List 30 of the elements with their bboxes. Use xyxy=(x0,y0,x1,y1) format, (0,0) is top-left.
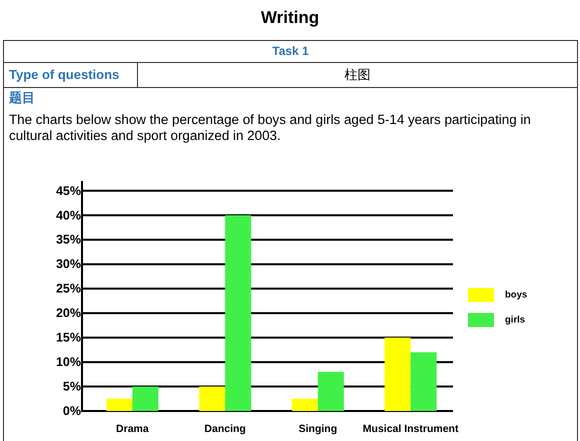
legend-label: girls xyxy=(505,314,526,326)
y-tick-label: 25% xyxy=(56,282,81,296)
x-tick-label: Musical Instrument xyxy=(362,423,459,435)
bar xyxy=(292,398,318,411)
text: The charts below show the percentage of boys and girls aged 5-14 years participating in cultural activities and sport organized in 2003. xyxy=(9,112,532,145)
y-tick-label: 10% xyxy=(56,355,81,370)
bar xyxy=(384,338,411,411)
x-tick-label: Dancing xyxy=(204,423,246,435)
bar xyxy=(199,386,226,411)
x-tick-label: Singing xyxy=(298,423,338,435)
text: 题目 xyxy=(9,89,36,107)
y-tick-label: 40% xyxy=(56,208,81,222)
y-tick-label: 20% xyxy=(56,306,81,320)
bar xyxy=(318,372,344,411)
y-tick-label: 15% xyxy=(56,330,81,345)
bar xyxy=(106,398,132,411)
bar xyxy=(132,386,158,411)
y-tick-label: 45% xyxy=(56,184,81,198)
chart-subtitle: Task 1 xyxy=(271,43,310,60)
y-tick-label: 30% xyxy=(56,257,81,272)
y-tick-label: 0% xyxy=(62,404,81,418)
text: 柱图 xyxy=(344,66,372,84)
legend-label: boys xyxy=(505,290,528,300)
x-tick-label: Drama xyxy=(116,423,149,435)
bar xyxy=(410,352,437,411)
bar xyxy=(225,215,252,411)
y-tick-label: 5% xyxy=(62,380,81,394)
y-tick-label: 35% xyxy=(56,232,81,247)
text: Type of questions xyxy=(9,66,120,84)
chart-title: Writing xyxy=(260,7,320,29)
